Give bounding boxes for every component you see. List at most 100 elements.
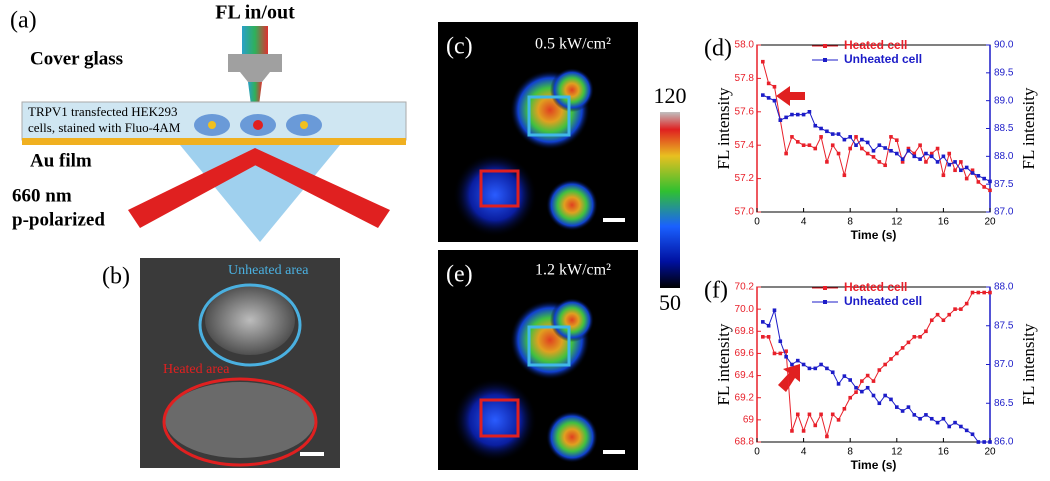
data-point (976, 174, 981, 178)
data-point (889, 135, 893, 139)
y-tick-label: 57.2 (735, 173, 755, 184)
data-point (761, 59, 765, 64)
data-point (854, 143, 858, 147)
data-point (918, 157, 922, 161)
data-point (865, 151, 870, 156)
x-tick-label: 4 (801, 447, 807, 458)
y2-tick-label: 86.0 (994, 437, 1014, 448)
data-point (976, 180, 981, 184)
data-point (766, 96, 771, 100)
data-point (895, 151, 899, 156)
data-point (935, 420, 940, 425)
colorbar-min: 50 (659, 290, 681, 315)
x-tick-label: 4 (801, 217, 807, 228)
panel-label: (a) (10, 8, 37, 34)
data-point (900, 157, 905, 161)
y-tick-label: 69.4 (735, 370, 755, 381)
data-point (883, 362, 887, 367)
data-point (842, 374, 847, 378)
data-point (813, 366, 818, 371)
data-point (836, 132, 841, 136)
panel-label: (f) (704, 278, 728, 304)
unheated-ellipse (198, 283, 302, 367)
data-point (883, 163, 887, 168)
data-point (877, 143, 882, 147)
cells-label: TRPV1 transfected HEK293 (28, 104, 177, 119)
scale-bar (603, 218, 625, 222)
data-point (906, 405, 911, 409)
data-point (988, 179, 992, 184)
blob (546, 179, 598, 231)
data-point (964, 428, 969, 433)
data-point (825, 366, 829, 371)
y2-tick-label: 87.0 (994, 207, 1014, 218)
y2-tick-label: 88.0 (994, 151, 1014, 162)
data-point (988, 188, 992, 193)
data-point (854, 390, 858, 394)
data-point (813, 123, 818, 128)
data-point (929, 151, 934, 156)
data-point (900, 346, 905, 350)
data-point (900, 409, 905, 413)
x-tick-label: 8 (847, 217, 853, 228)
data-point (871, 393, 876, 398)
data-point (778, 118, 783, 122)
data-point (836, 382, 841, 386)
cells-label: cells, stained with Fluo-4AM (28, 120, 181, 135)
data-point (790, 135, 794, 139)
y-tick-label: 57.0 (735, 207, 755, 218)
blob (550, 68, 594, 112)
data-point (982, 440, 986, 444)
data-point (895, 351, 899, 356)
power-label: 1.2 kW/cm² (535, 262, 611, 279)
data-point (836, 151, 841, 156)
data-point (819, 135, 823, 139)
y-tick-label: 69.8 (735, 326, 755, 337)
data-point (830, 370, 835, 375)
data-point (865, 385, 870, 390)
power-label: 0.5 kW/cm² (535, 36, 611, 53)
y-tick-label: 70.2 (735, 282, 755, 293)
x-axis-label: Time (s) (851, 228, 897, 242)
data-point (982, 185, 986, 189)
data-point (772, 84, 777, 89)
data-point (795, 112, 800, 117)
heated-ellipse (162, 377, 318, 467)
nucleus (300, 121, 308, 129)
data-point (871, 379, 876, 383)
arrow (776, 86, 805, 106)
series-line (762, 292, 990, 439)
data-point (807, 412, 812, 417)
x-tick-label: 12 (891, 447, 903, 458)
legend-label: Heated cell (844, 38, 907, 52)
data-point (772, 308, 777, 313)
objective (228, 54, 282, 72)
data-point (906, 146, 911, 151)
y2-tick-label: 87.0 (994, 359, 1014, 370)
data-point (795, 358, 800, 363)
data-point (795, 412, 800, 417)
data-point (830, 132, 835, 136)
data-point (865, 373, 870, 378)
cell-image (165, 382, 315, 458)
data-point (860, 379, 864, 383)
roi (527, 325, 571, 367)
x-tick-label: 0 (754, 217, 760, 228)
data-point (988, 290, 992, 295)
objective-tip (240, 72, 270, 82)
data-point (924, 151, 928, 156)
arrow (778, 364, 800, 392)
y-tick-label: 70.0 (735, 304, 755, 315)
y2-tick-label: 87.5 (994, 179, 1014, 190)
legend-label: Unheated cell (844, 52, 922, 66)
data-point (825, 434, 829, 439)
data-point (784, 151, 788, 156)
data-point (825, 129, 829, 134)
schematic-title: FL in/out (215, 2, 295, 24)
x-axis-label: Time (s) (851, 458, 897, 472)
data-point (761, 335, 765, 339)
x-tick-label: 16 (938, 447, 950, 458)
colorbar-max: 120 (654, 83, 687, 108)
y-tick-label: 57.4 (735, 140, 755, 151)
